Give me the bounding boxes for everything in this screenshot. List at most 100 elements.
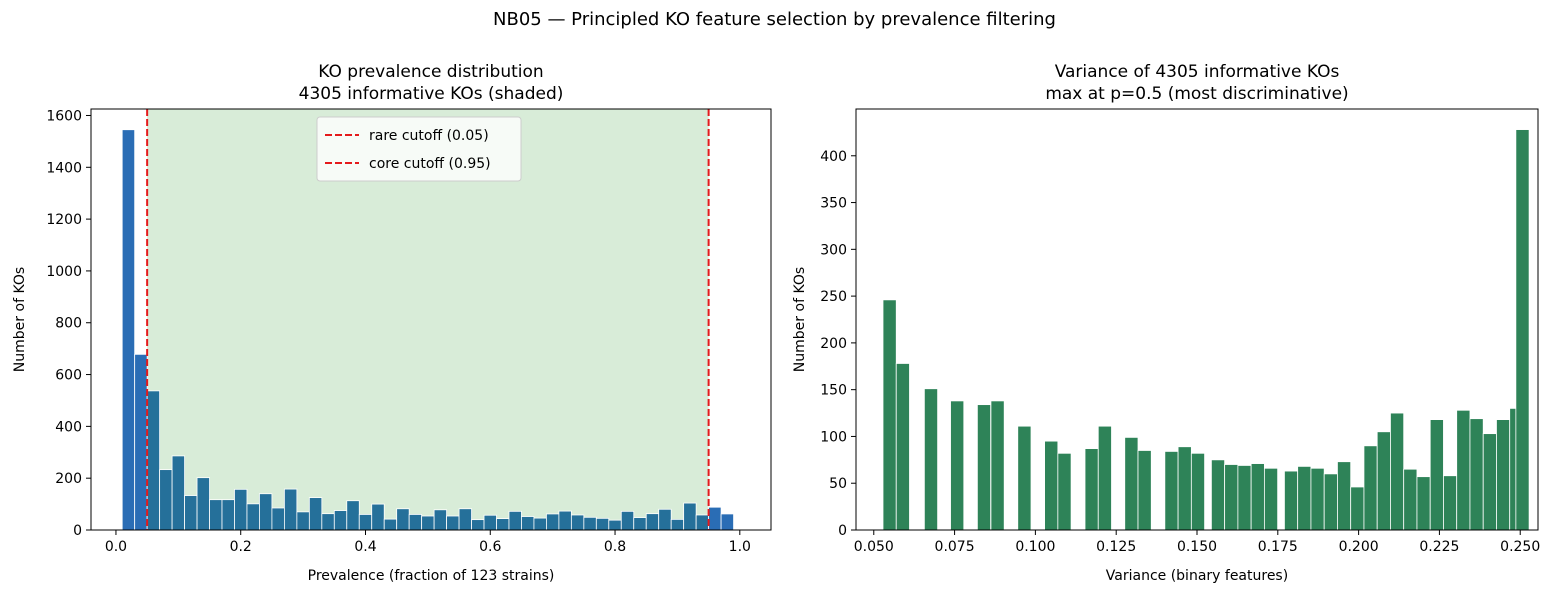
histogram-bar xyxy=(483,514,497,531)
x-tick-label: 0.150 xyxy=(1177,539,1217,555)
x-tick-label: 0.050 xyxy=(854,539,894,555)
histogram-bar xyxy=(708,506,722,531)
histogram-bar xyxy=(595,517,610,531)
histogram-bar xyxy=(1429,419,1444,531)
histogram-bar xyxy=(271,507,285,531)
histogram-bar xyxy=(333,510,348,531)
x-tick-label: 1.0 xyxy=(729,539,751,555)
histogram-bar xyxy=(1190,452,1205,531)
histogram-bar xyxy=(1017,425,1032,531)
histogram-bar xyxy=(1403,468,1418,531)
histogram-bar xyxy=(1137,450,1152,531)
histogram-bar xyxy=(308,497,323,531)
x-tick-label: 0.4 xyxy=(354,539,376,555)
histogram-bar xyxy=(1469,418,1484,531)
histogram-bar xyxy=(1297,465,1312,531)
histogram-bar xyxy=(346,500,360,531)
histogram-bar xyxy=(633,517,647,531)
left-legend: rare cutoff (0.05) core cutoff (0.95) xyxy=(316,116,522,182)
histogram-bar xyxy=(990,400,1005,531)
histogram-bar xyxy=(283,488,298,531)
histogram-bar xyxy=(583,516,597,531)
histogram-bar xyxy=(134,353,148,531)
histogram-bar xyxy=(1084,448,1099,531)
left-chart-subtitle: 4305 informative KOs (shaded) xyxy=(299,84,564,104)
histogram-bar xyxy=(296,511,310,531)
histogram-bar xyxy=(209,499,223,531)
histogram-bar xyxy=(496,518,510,531)
variance-histogram: Variance of 4305 informative KOs max at … xyxy=(792,62,1540,584)
histogram-bar xyxy=(558,510,572,531)
histogram-bar xyxy=(620,510,635,531)
histogram-bar xyxy=(1456,409,1471,531)
histogram-bar xyxy=(1250,463,1265,531)
y-tick-label: 600 xyxy=(55,368,82,384)
histogram-bar xyxy=(695,514,710,531)
histogram-bar xyxy=(358,514,373,531)
histogram-bar xyxy=(546,513,560,531)
histogram-bar xyxy=(1443,475,1458,531)
histogram-bar xyxy=(184,495,198,531)
x-tick-label: 0.6 xyxy=(479,539,501,555)
histogram-bar xyxy=(1284,470,1299,531)
histogram-bar xyxy=(1390,412,1405,531)
x-tick-label: 0.100 xyxy=(1015,539,1055,555)
right-chart-subtitle: max at p=0.5 (most discriminative) xyxy=(1045,84,1348,104)
histogram-bar xyxy=(1376,431,1391,531)
histogram-bar xyxy=(950,400,965,531)
histogram-bar xyxy=(533,517,547,531)
histogram-bar xyxy=(1237,465,1252,531)
left-x-axis-label: Prevalence (fraction of 123 strains) xyxy=(308,568,555,584)
histogram-bar xyxy=(1350,486,1365,531)
histogram-bar xyxy=(1044,440,1059,531)
y-tick-label: 200 xyxy=(55,471,82,487)
histogram-bar xyxy=(396,508,410,531)
y-tick-label: 400 xyxy=(55,419,82,435)
y-tick-label: 50 xyxy=(829,476,847,492)
x-tick-label: 0.0 xyxy=(105,539,127,555)
axes-frame xyxy=(90,108,772,531)
legend-entry-label: core cutoff (0.95) xyxy=(369,156,491,172)
y-tick-label: 250 xyxy=(820,289,847,305)
y-tick-label: 400 xyxy=(820,149,847,165)
histogram-bar xyxy=(383,518,398,531)
x-tick-label: 0.2 xyxy=(230,539,252,555)
histogram-bar xyxy=(570,514,585,531)
histogram-bar xyxy=(446,515,460,531)
y-tick-label: 1400 xyxy=(46,160,82,176)
histogram-bar xyxy=(1496,419,1511,531)
histogram-bar xyxy=(1164,451,1179,531)
histogram-bar xyxy=(433,509,447,531)
y-tick-label: 0 xyxy=(73,523,82,539)
y-tick-label: 350 xyxy=(820,196,847,212)
histogram-bar xyxy=(1124,436,1139,531)
histogram-bar xyxy=(683,502,697,531)
histogram-bar xyxy=(1177,446,1192,531)
histogram-bar xyxy=(895,363,910,531)
y-tick-label: 200 xyxy=(820,336,847,352)
histogram-bar xyxy=(221,499,235,531)
histogram-bar xyxy=(1323,473,1338,531)
y-tick-label: 1200 xyxy=(46,212,82,228)
x-tick-label: 0.200 xyxy=(1339,539,1379,555)
histogram-bar xyxy=(1097,425,1112,531)
histogram-bar xyxy=(1337,461,1352,531)
right-x-axis-label: Variance (binary features) xyxy=(1106,568,1288,584)
histogram-bar xyxy=(1515,129,1530,531)
histogram-bar xyxy=(1482,433,1497,531)
histogram-bar xyxy=(1057,452,1072,531)
histogram-bar xyxy=(146,390,161,531)
histogram-bar xyxy=(720,513,734,531)
histogram-bar xyxy=(246,503,260,531)
histogram-bar xyxy=(923,388,939,531)
left-y-axis-label: Number of KOs xyxy=(12,267,28,372)
x-tick-label: 0.250 xyxy=(1500,539,1540,555)
y-tick-label: 1600 xyxy=(46,108,82,124)
histogram-bar xyxy=(521,516,535,531)
right-y-axis-label: Number of KOs xyxy=(792,267,808,372)
x-tick-label: 0.225 xyxy=(1419,539,1459,555)
legend-entry-label: rare cutoff (0.05) xyxy=(369,128,489,144)
prevalence-histogram: KO prevalence distribution 4305 informat… xyxy=(12,62,772,584)
histogram-bar xyxy=(608,519,622,531)
